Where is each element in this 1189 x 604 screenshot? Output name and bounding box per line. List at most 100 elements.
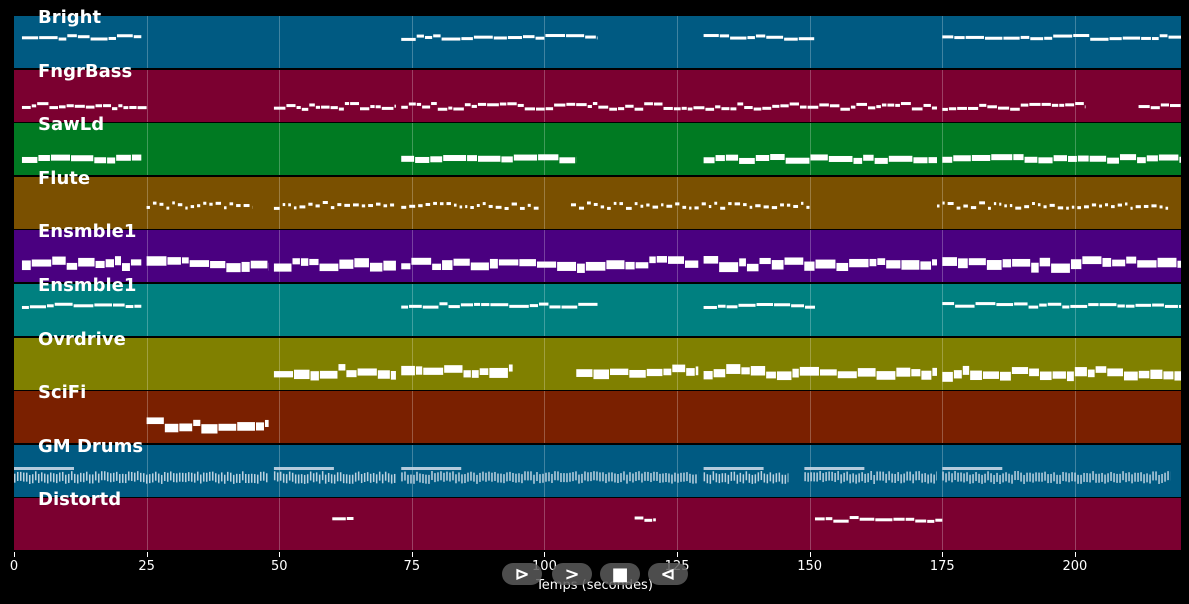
note [197, 471, 199, 481]
note [1074, 472, 1076, 482]
note [112, 106, 118, 110]
note [984, 473, 986, 483]
note [212, 471, 214, 481]
track-notes [21, 256, 1181, 274]
note [965, 35, 984, 39]
note [692, 474, 694, 484]
note [737, 102, 744, 106]
note [1051, 103, 1059, 107]
note [559, 157, 576, 164]
note [1109, 37, 1122, 41]
note [753, 107, 762, 111]
note [263, 471, 265, 481]
forward-button[interactable]: > [552, 563, 592, 585]
note [593, 202, 598, 206]
grid-line [677, 498, 679, 551]
note [1024, 204, 1030, 208]
note [1178, 304, 1181, 308]
note [734, 202, 741, 206]
note [1101, 472, 1103, 482]
grid-line [1074, 16, 1076, 68]
note [452, 471, 454, 481]
note-segment [703, 256, 937, 273]
note [1151, 204, 1157, 208]
note [273, 370, 294, 377]
note [918, 470, 920, 480]
note [617, 473, 619, 483]
note-segment [146, 417, 269, 434]
play-button[interactable]: ⊳ [502, 563, 542, 585]
note [1053, 472, 1055, 482]
note [1102, 258, 1112, 268]
note [874, 158, 888, 165]
note [721, 473, 724, 483]
note [855, 474, 857, 484]
note [482, 201, 486, 205]
note-segment [804, 466, 937, 484]
note [440, 471, 442, 481]
note [90, 37, 108, 41]
note [569, 472, 571, 482]
note [489, 367, 508, 378]
note [37, 101, 49, 105]
note [725, 154, 739, 161]
note [1146, 155, 1158, 162]
note [507, 101, 517, 105]
note [407, 474, 409, 484]
note [712, 471, 715, 481]
note [1041, 472, 1043, 482]
grid-line [942, 230, 944, 283]
note [508, 364, 513, 372]
note [605, 473, 607, 483]
grid-line [279, 123, 281, 176]
note [763, 473, 766, 483]
grid-line [146, 444, 148, 497]
note [342, 473, 345, 483]
note [190, 204, 195, 208]
note [742, 474, 745, 484]
note [1137, 157, 1146, 164]
stop-button[interactable]: ■ [600, 563, 640, 585]
note [1011, 474, 1013, 484]
note [993, 201, 997, 205]
note [641, 473, 643, 483]
note [739, 472, 742, 482]
note [792, 368, 799, 378]
note [481, 303, 490, 307]
note [35, 471, 37, 481]
note [900, 474, 902, 484]
note [1077, 155, 1089, 162]
note [703, 370, 713, 379]
note-segment [634, 516, 656, 523]
note [86, 471, 88, 481]
grid-line [279, 230, 281, 283]
note [363, 472, 366, 482]
track-1 [14, 69, 1181, 122]
x-tick-label: 75 [403, 559, 421, 574]
note [924, 472, 926, 482]
note [104, 471, 106, 481]
note [834, 472, 836, 482]
note [545, 34, 566, 38]
note [966, 472, 968, 482]
note [248, 473, 250, 483]
note [1082, 256, 1102, 265]
note [23, 472, 25, 482]
grid-line [146, 230, 148, 283]
note [1009, 203, 1013, 207]
note [942, 107, 948, 111]
note [1104, 474, 1106, 484]
note [882, 471, 884, 481]
note [607, 206, 611, 210]
note [942, 302, 955, 306]
note [687, 107, 693, 111]
note [1014, 302, 1028, 306]
grid-line [809, 444, 811, 497]
note [14, 466, 74, 470]
note-segment [942, 365, 1181, 382]
rewind-button[interactable]: ⊲ [648, 563, 688, 585]
note [1073, 34, 1090, 38]
note [85, 105, 95, 109]
note-segment [273, 101, 396, 111]
note [789, 102, 799, 106]
